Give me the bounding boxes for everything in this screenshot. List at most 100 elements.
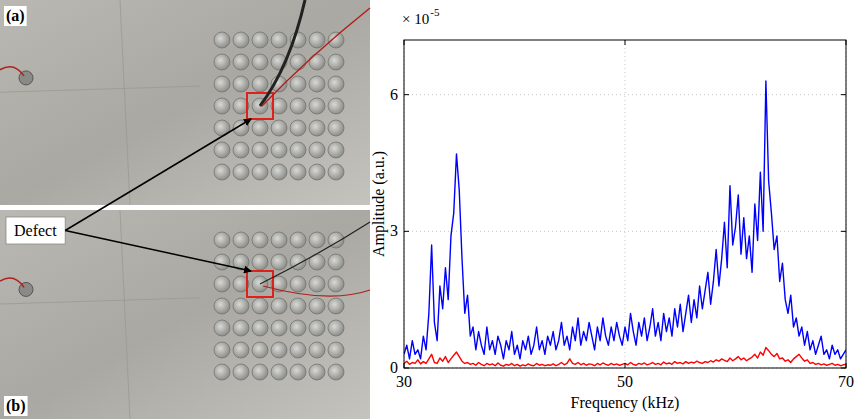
panel-label-background [4,6,27,26]
cylinder [328,298,344,314]
cylinder [271,364,287,380]
cylinder [214,232,230,248]
sensor-wire [0,278,24,287]
cylinder [328,76,344,92]
tick-y [841,368,846,369]
tick-x [625,363,626,368]
cylinder [252,142,268,158]
grid-line-y [404,231,846,232]
cylinder [233,298,249,314]
cylinder [271,254,287,270]
cylinder [214,98,230,114]
cylinder [233,164,249,180]
cylinder [309,364,325,380]
tick-label-y: 0 [390,359,398,376]
figure: (a) (b) Defect 30 50 70 0 3 6 Frequency (kHz) Ampl… [0,0,866,419]
y-axis-title: Amplitude (a.u.) [370,151,388,257]
cylinder [309,32,325,48]
wire [263,286,370,296]
cylinder [309,276,325,292]
cylinder [290,76,306,92]
cylinder [271,320,287,336]
cylinder [271,32,287,48]
cylinder [271,120,287,136]
wire [260,0,305,106]
cylinder [233,232,249,248]
cylinder [233,54,249,70]
cylinder [328,32,344,48]
cylinder [271,142,287,158]
cylinder [252,232,268,248]
cylinder [214,76,230,92]
cylinder [233,32,249,48]
cylinder [214,54,230,70]
axis-multiplier-exponent: -5 [430,6,440,18]
cylinder [290,164,306,180]
cylinder [290,142,306,158]
panel-label: (a) [6,7,25,25]
cylinder [233,364,249,380]
x-axis-title: Frequency (kHz) [571,394,680,412]
cylinder [252,342,268,358]
cylinder [252,254,268,270]
cylinder [328,320,344,336]
cylinder [271,298,287,314]
tick-y [404,368,409,369]
cylinder [309,54,325,70]
cylinder [328,364,344,380]
tick-y [841,94,846,95]
callout-text: Defect [14,222,57,239]
cylinder [233,320,249,336]
cylinder [328,120,344,136]
cylinder [309,342,325,358]
scribe-line [0,298,200,304]
plot-frame [404,40,846,368]
cylinder [328,254,344,270]
callout-arrow [65,231,251,272]
cylinder [309,232,325,248]
cylinder [252,32,268,48]
cylinder [290,232,306,248]
tick-label-x: 30 [396,373,412,390]
scribe-line [0,86,200,92]
cylinder [309,98,325,114]
cylinder [290,342,306,358]
series-line [404,81,846,359]
cylinder [214,164,230,180]
photo-background [0,210,370,419]
photo-panel: (b) [0,210,370,419]
cylinder [214,342,230,358]
cylinder [252,120,268,136]
photo-panel: (a) [0,0,370,205]
cylinder [252,54,268,70]
cylinder [271,164,287,180]
tick-x [404,40,405,45]
series-group [404,81,846,366]
cylinder [271,232,287,248]
cylinder [309,164,325,180]
cylinder [214,364,230,380]
scribe-line [120,210,130,419]
sensor-wire [0,67,24,76]
cylinder [328,98,344,114]
cylinder [290,364,306,380]
cylinder [309,298,325,314]
tick-x [625,40,626,45]
cylinder [233,342,249,358]
photo-background [0,0,370,205]
cylinder [214,276,230,292]
tick-y [404,231,409,232]
tick-label-y: 6 [390,86,398,103]
cylinder [328,142,344,158]
cylinder [309,120,325,136]
tick-label-x: 70 [838,373,854,390]
tick-label-x: 50 [617,373,633,390]
cylinder [290,98,306,114]
panel-label: (b) [6,397,26,415]
callout: Defect [6,119,251,271]
cylinder [214,32,230,48]
tick-x [404,363,405,368]
cylinder [252,164,268,180]
callout-arrow [65,119,251,231]
tick-label-y: 3 [390,222,398,239]
